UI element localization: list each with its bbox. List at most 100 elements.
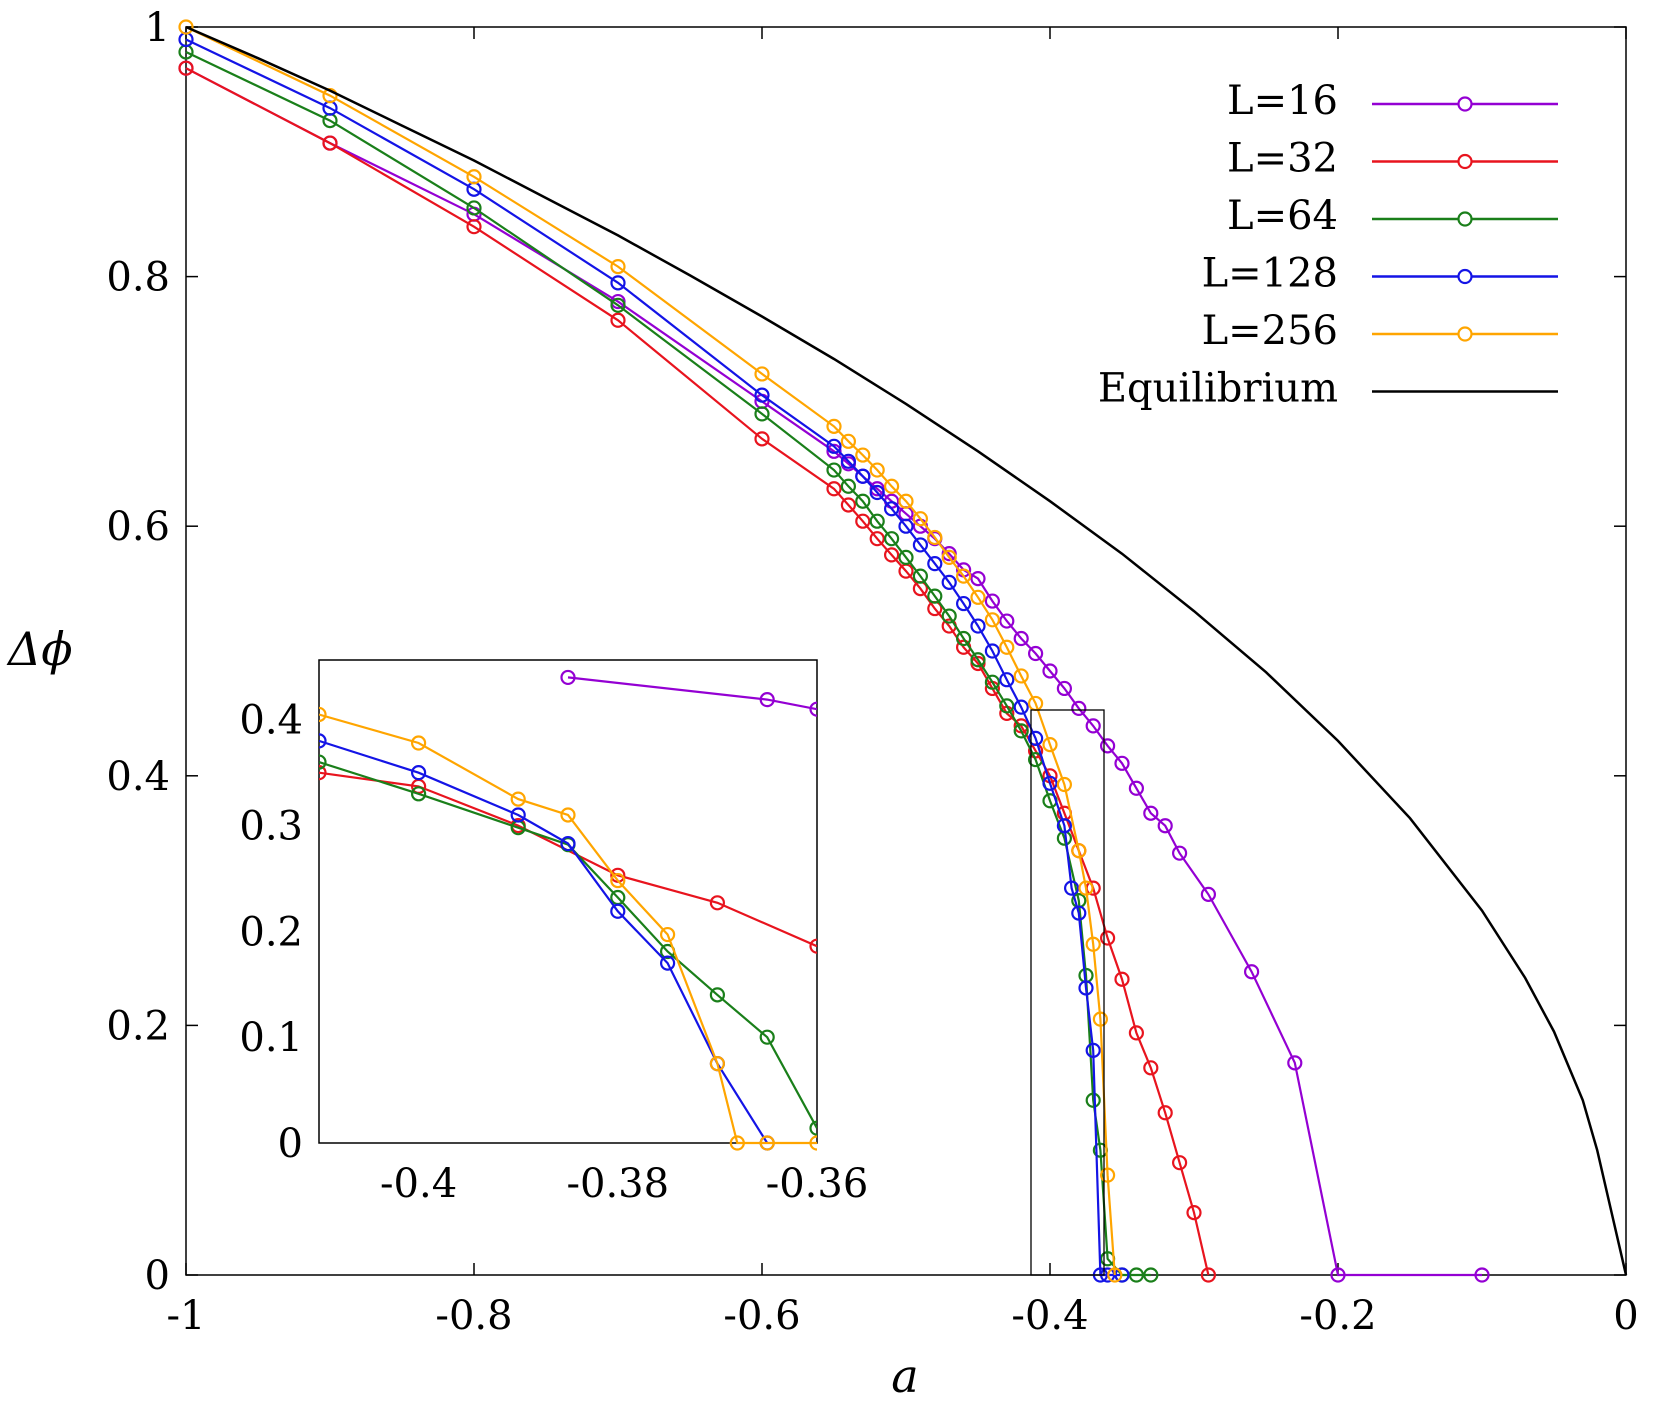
data-point-l-128 [883,501,900,517]
data-point-l-16 [1243,964,1260,980]
data-point-l-256 [322,88,338,104]
data-point-l-256 [1092,1011,1109,1027]
data-point-l-64 [1013,723,1029,739]
inset-y-tick-label: 0.2 [239,909,303,955]
data-point-l-16 [1128,780,1145,796]
data-point-l-64 [898,549,914,566]
data-point-l-256 [941,549,957,566]
data-point-l-16 [1056,680,1073,697]
data-point-l-32 [1157,1105,1173,1121]
data-point-l-16 [999,613,1015,629]
data-point-l-256 [466,169,482,185]
inset-data-point-l-256 [709,1056,726,1072]
data-point-l-16 [984,593,1001,609]
inset-data-point-l-128 [610,903,626,919]
data-point-l-32 [1143,1060,1159,1076]
legend-label-l-32: L=32 [1227,136,1338,182]
data-point-l-128 [898,518,914,534]
data-point-l-64 [912,568,929,584]
data-point-l-128 [984,643,1001,659]
inset-data-point-l-32 [319,765,327,781]
data-point-l-256 [1078,880,1094,896]
inset-series-line-l-128 [319,739,769,1144]
x-tick-label: -0.4 [1011,1293,1088,1339]
data-point-l-32 [855,513,871,529]
data-point-l-256 [178,19,194,35]
data-point-l-32 [840,497,857,513]
inset-data-point-l-256 [510,791,526,807]
inset-data-point-l-32 [709,895,726,911]
inset-y-tick-label: 0 [278,1121,303,1167]
legend-label-l-128: L=128 [1202,251,1338,297]
y-axis-label: Δϕ [6,622,73,676]
data-point-l-256 [955,568,972,584]
data-point-l-16 [1474,1267,1490,1283]
x-tick-label: -1 [167,1293,206,1339]
data-point-l-64 [840,478,857,494]
inset-data-point-l-128 [510,807,526,823]
data-point-l-128 [1013,699,1029,715]
data-point-l-128 [970,618,986,634]
data-point-l-128 [927,556,943,572]
data-point-l-256 [1013,668,1029,684]
data-point-l-16 [1157,818,1173,834]
data-point-l-128 [1027,730,1044,746]
inset-data-point-l-64 [319,754,327,770]
data-point-l-128 [1085,1042,1101,1058]
data-point-l-256 [927,529,943,546]
data-point-l-256 [984,612,1001,628]
y-tick-label: 0.4 [106,754,170,800]
legend-marker-l-256 [1457,326,1473,342]
legend-label-equilibrium: Equilibrium [1098,366,1338,412]
data-point-l-16 [1114,755,1130,771]
legend-label-l-16: L=16 [1227,78,1338,124]
data-point-l-256 [855,447,871,463]
y-tick-label: 1 [145,5,170,51]
data-point-l-16 [1013,630,1029,647]
data-point-l-128 [855,468,871,484]
data-point-l-256 [754,366,770,382]
data-point-l-64 [754,406,770,422]
x-tick-label: -0.2 [1299,1293,1376,1339]
data-point-l-256 [999,639,1015,655]
data-point-l-128 [826,438,842,454]
data-point-l-128 [1042,775,1058,791]
inset-series-group [319,669,817,1151]
inset-x-tick-label: -0.38 [567,1161,670,1207]
data-point-l-64 [869,513,885,529]
data-point-l-256 [1107,1267,1123,1283]
x-tick-label: 0 [1613,1293,1638,1339]
inset-data-point-l-16 [809,701,817,717]
inset-series [319,669,817,1151]
data-point-l-32 [1200,1267,1217,1283]
inset-x-tick-label: -0.4 [380,1161,457,1207]
series-line-equilibrium [185,25,1628,1276]
inset-x-tick-label: -0.36 [766,1161,869,1207]
inset-frame [318,659,818,1144]
data-point-l-256 [1042,736,1058,753]
inset-data-point-l-128 [560,835,576,852]
data-point-l-32 [869,531,885,547]
data-point-l-128 [912,537,929,553]
data-point-l-64 [883,531,900,547]
inset-data-point-l-256 [659,926,676,943]
data-point-l-256 [869,462,885,478]
inset-data-point-l-64 [709,987,726,1003]
inset-series-line-l-256 [319,713,817,1145]
data-point-l-64 [1143,1267,1159,1283]
data-point-l-256 [912,511,929,527]
data-point-l-32 [322,135,338,151]
inset-data-point-l-16 [759,692,775,708]
data-point-l-128 [1071,905,1087,921]
legend: L=16 L=32 L=64 L=128 L=256 Equilibrium [1098,78,1558,412]
inset-data-point-l-128 [319,733,327,749]
data-point-l-128 [840,453,857,469]
inset-data-point-l-256 [729,1135,745,1151]
data-point-l-256 [1056,776,1073,793]
data-point-l-128 [1063,880,1080,896]
y-tick-label: 0 [145,1253,170,1299]
x-tick-label: -0.6 [723,1293,800,1339]
data-point-l-32 [466,219,482,235]
data-point-l-64 [941,608,957,624]
y-tick-label: 0.8 [106,255,170,301]
